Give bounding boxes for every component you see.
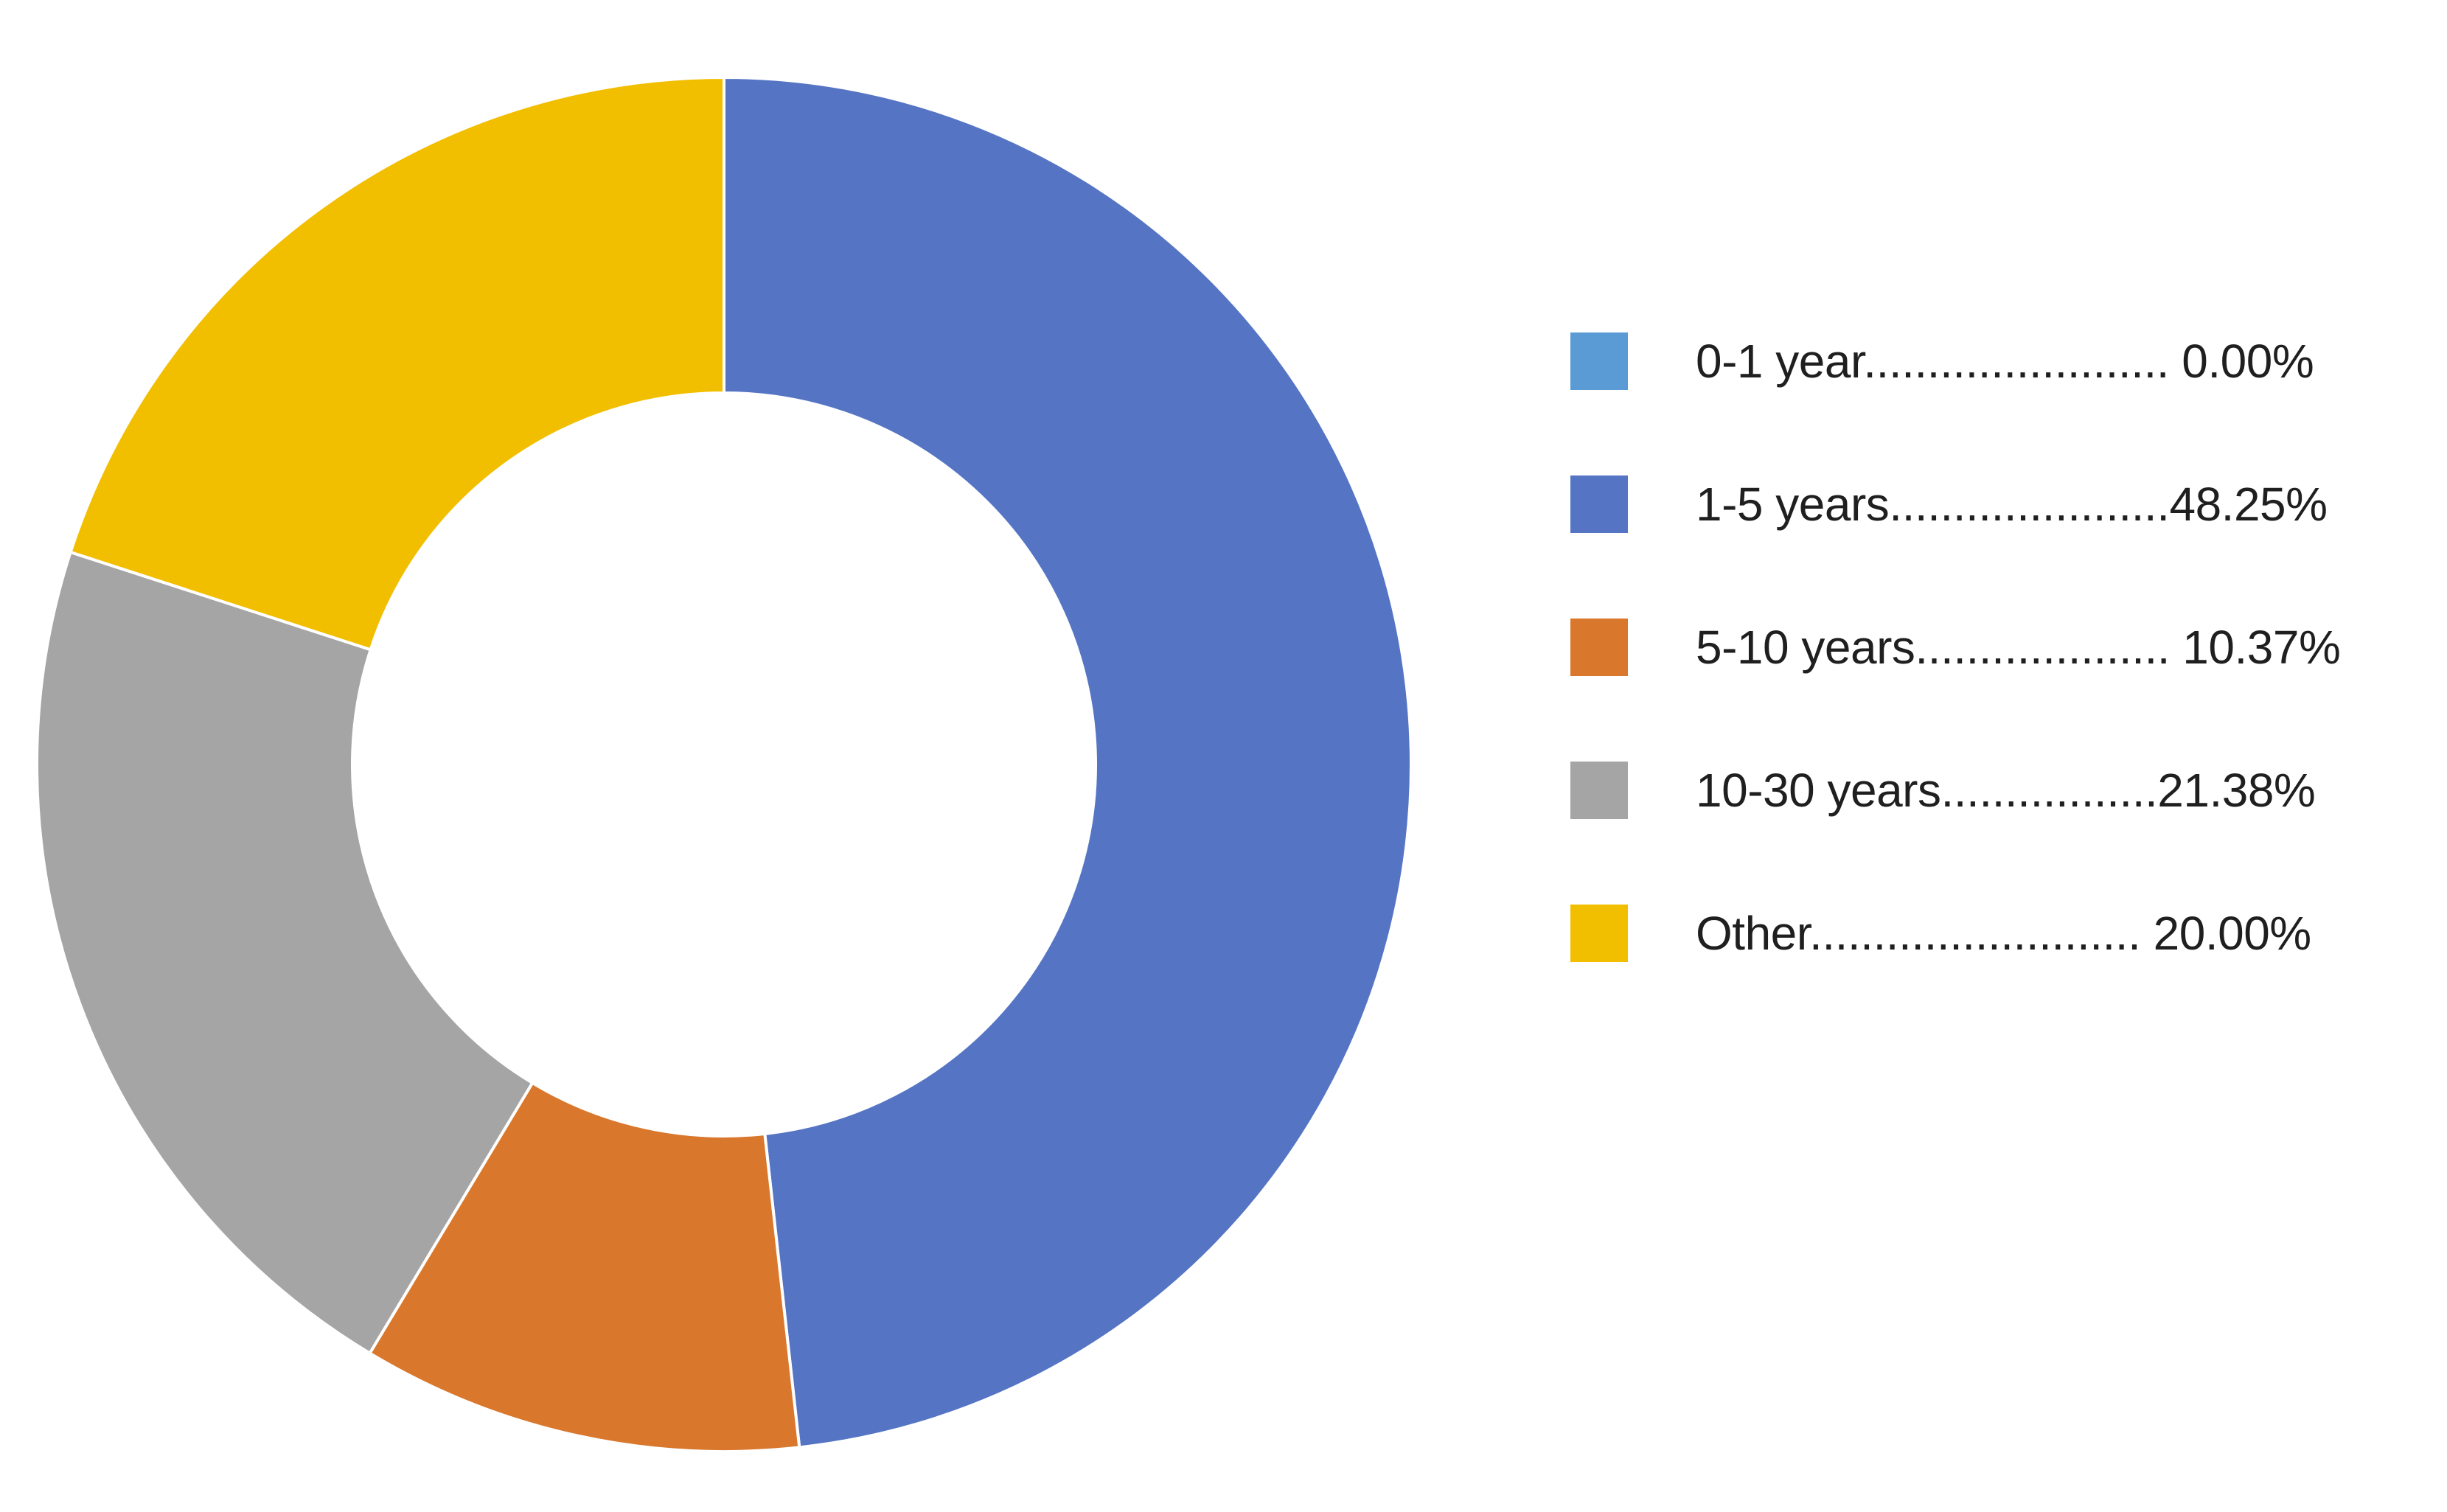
legend-item-1-5-years: 1-5 years......................48.25% xyxy=(1570,475,2359,534)
legend-label: 0-1 year........................ 0.00% xyxy=(1696,335,2314,388)
legend-item-0-1-year: 0-1 year........................ 0.00% xyxy=(1570,332,2359,391)
legend-item-10-30-years: 10-30 years.................21.38% xyxy=(1570,761,2359,820)
legend: 0-1 year........................ 0.00% 1… xyxy=(1570,332,2359,963)
legend-swatch xyxy=(1570,619,1628,676)
slice-other xyxy=(69,75,725,652)
donut-chart xyxy=(35,75,1413,1452)
legend-swatch xyxy=(1570,475,1628,533)
legend-label: Other.......................... 20.00% xyxy=(1696,907,2311,960)
slice-1-5-years xyxy=(723,75,1413,1449)
legend-swatch xyxy=(1570,332,1628,390)
legend-swatch xyxy=(1570,905,1628,962)
legend-label: 5-10 years.................... 10.37% xyxy=(1696,621,2341,674)
legend-label: 1-5 years......................48.25% xyxy=(1696,478,2328,531)
legend-label: 10-30 years.................21.38% xyxy=(1696,764,2316,817)
slice-10-30-years xyxy=(35,550,535,1356)
legend-swatch xyxy=(1570,762,1628,819)
legend-item-5-10-years: 5-10 years.................... 10.37% xyxy=(1570,618,2359,677)
legend-item-other: Other.......................... 20.00% xyxy=(1570,904,2359,963)
